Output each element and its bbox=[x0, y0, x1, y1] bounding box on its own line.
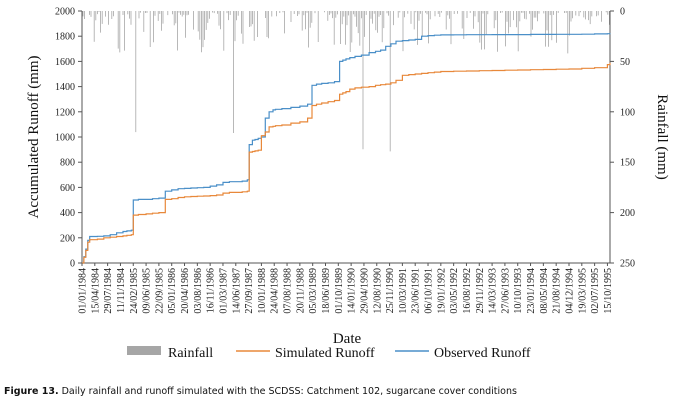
x-tick-label: 23/06/1991 bbox=[411, 268, 422, 314]
x-tick-label: 27/09/1987 bbox=[244, 268, 255, 314]
x-tick-label: 01/01/1984 bbox=[78, 268, 89, 314]
y-tick-label: 2000 bbox=[55, 7, 75, 18]
x-tick-label: 24/02/1985 bbox=[129, 268, 140, 314]
x-tick-label: 19/01/1992 bbox=[436, 268, 447, 314]
x-tick-label: 10/03/1991 bbox=[398, 268, 409, 314]
x-tick-label: 16/11/1986 bbox=[206, 268, 217, 313]
y-tick-label: 0 bbox=[70, 259, 75, 270]
y-tick-label: 600 bbox=[60, 183, 75, 194]
y-tick-label: 1600 bbox=[55, 57, 75, 68]
x-tick-label: 20/11/1988 bbox=[295, 268, 306, 313]
y2-tick-label: 100 bbox=[620, 107, 635, 118]
y2-tick-label: 0 bbox=[620, 7, 625, 18]
x-tick-label: 10/01/1988 bbox=[257, 268, 268, 314]
y-axis-ticks: 0 200 400 600 800 1000 1200 1400 1600 1800 2000 bbox=[55, 7, 82, 270]
y2-tick-label: 200 bbox=[620, 208, 635, 219]
x-tick-label: 25/11/1990 bbox=[385, 268, 396, 313]
x-tick-label: 09/06/1985 bbox=[142, 268, 153, 314]
x-tick-label: 19/03/1995 bbox=[577, 268, 588, 314]
y2-tick-label: 50 bbox=[620, 57, 630, 68]
simulated-runoff-line bbox=[82, 62, 611, 264]
x-tick-label: 01/03/1987 bbox=[219, 268, 230, 314]
x-tick-label: 20/04/1986 bbox=[180, 268, 191, 314]
x-tick-label: 22/09/1985 bbox=[154, 268, 165, 314]
caption-text: Daily rainfall and runoff simulated with… bbox=[61, 386, 517, 397]
figure-caption: Figure 13. Daily rainfall and runoff sim… bbox=[4, 386, 669, 397]
x-tick-label: 08/05/1994 bbox=[539, 268, 550, 314]
y-tick-label: 1400 bbox=[55, 82, 75, 93]
x-axis-ticks: 01/01/1984 15/04/1984 29/07/1984 11/11/1984… bbox=[78, 263, 614, 314]
x-tick-label: 12/08/1990 bbox=[372, 268, 383, 314]
x-tick-label: 29/11/1992 bbox=[475, 268, 486, 313]
legend-observed-label: Observed Runoff bbox=[434, 346, 531, 361]
y-tick-label: 800 bbox=[60, 158, 75, 169]
legend-simulated-label: Simulated Runoff bbox=[275, 346, 375, 361]
x-tick-label: 01/10/1989 bbox=[334, 268, 345, 314]
caption-label: Figure 13. bbox=[4, 386, 59, 397]
plot-frame bbox=[81, 11, 611, 264]
y-tick-label: 1200 bbox=[55, 107, 75, 118]
x-tick-label: 29/04/1990 bbox=[359, 268, 370, 314]
x-tick-label: 07/08/1988 bbox=[283, 268, 294, 314]
x-tick-label: 11/11/1984 bbox=[116, 268, 127, 313]
x-tick-label: 27/06/1993 bbox=[500, 268, 511, 314]
y2-tick-label: 250 bbox=[620, 259, 635, 270]
x-tick-label: 15/10/1995 bbox=[603, 268, 614, 314]
x-tick-label: 16/08/1992 bbox=[462, 268, 473, 314]
x-tick-label: 18/06/1989 bbox=[321, 268, 332, 314]
legend-rainfall-label: Rainfall bbox=[168, 346, 213, 361]
y-axis-title: Accumulated Runoff (mm) bbox=[26, 55, 42, 218]
x-tick-label: 03/08/1986 bbox=[193, 268, 204, 314]
runoff-series bbox=[82, 33, 611, 264]
y-tick-label: 200 bbox=[60, 233, 75, 244]
rainfall-bars bbox=[82, 11, 610, 152]
x-tick-label: 15/04/1984 bbox=[90, 268, 101, 314]
x-axis-title: Date bbox=[333, 331, 362, 347]
x-tick-label: 14/06/1987 bbox=[231, 268, 242, 314]
y2-axis-ticks: 0 50 100 150 200 250 bbox=[610, 7, 635, 270]
x-tick-label: 02/07/1995 bbox=[590, 268, 601, 314]
x-tick-label: 21/08/1994 bbox=[552, 268, 563, 314]
y-tick-label: 400 bbox=[60, 208, 75, 219]
x-tick-label: 10/10/1993 bbox=[513, 268, 524, 314]
y-tick-label: 1800 bbox=[55, 32, 75, 43]
x-tick-label: 03/05/1992 bbox=[449, 268, 460, 314]
x-tick-label: 05/03/1989 bbox=[308, 268, 319, 314]
y2-axis-title: Rainfall (mm) bbox=[654, 94, 670, 179]
x-tick-label: 24/04/1988 bbox=[270, 268, 281, 314]
observed-runoff-line bbox=[82, 33, 611, 264]
legend: Rainfall Simulated Runoff Observed Runof… bbox=[127, 346, 531, 361]
y-tick-label: 1000 bbox=[55, 133, 75, 144]
x-tick-label: 06/10/1991 bbox=[424, 268, 435, 314]
x-tick-label: 14/03/1993 bbox=[488, 268, 499, 314]
x-tick-label: 29/07/1984 bbox=[103, 268, 114, 314]
x-tick-label: 04/12/1994 bbox=[565, 268, 576, 314]
x-tick-label: 14/01/1990 bbox=[347, 268, 358, 314]
y2-tick-label: 150 bbox=[620, 158, 635, 169]
x-tick-label: 05/01/1986 bbox=[167, 268, 178, 314]
legend-rainfall-swatch bbox=[127, 346, 161, 355]
x-tick-label: 23/01/1994 bbox=[526, 268, 537, 314]
